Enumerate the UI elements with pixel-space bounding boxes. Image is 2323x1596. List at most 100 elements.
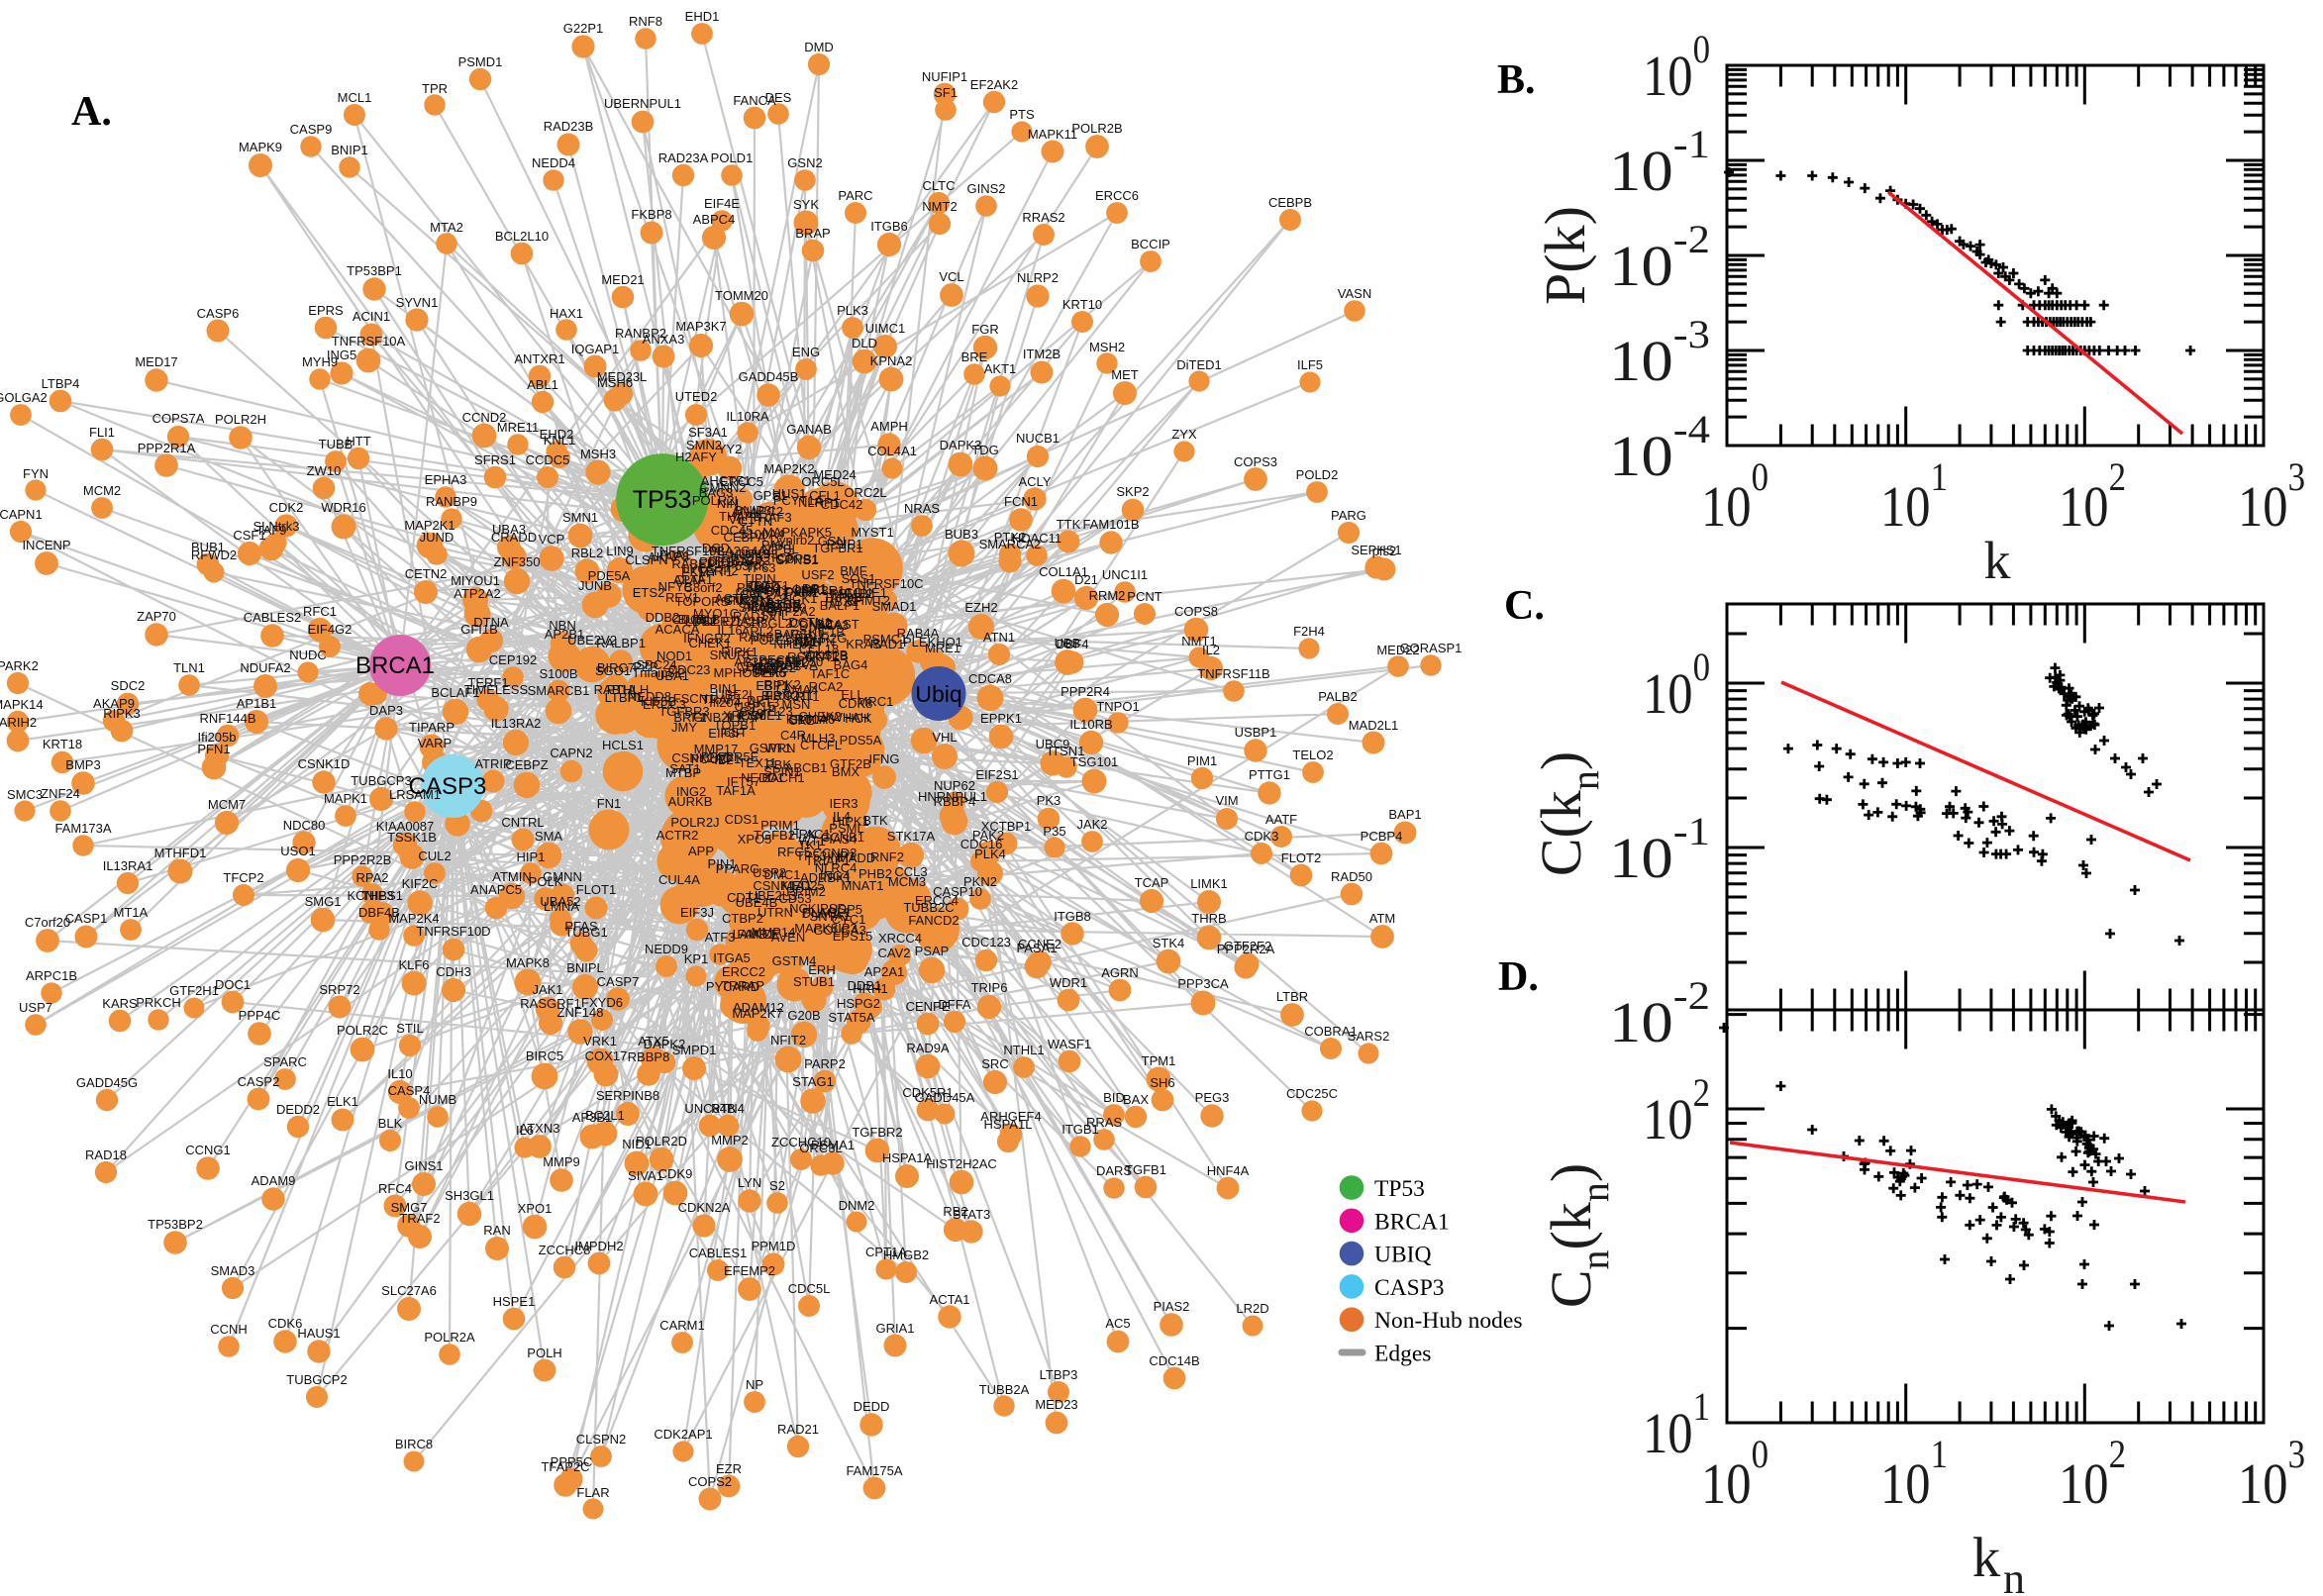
svg-text:TUBG1: TUBG1 — [564, 925, 607, 940]
svg-text:RAD50: RAD50 — [1331, 869, 1372, 884]
svg-text:MET: MET — [1111, 367, 1139, 382]
svg-text:PAK1: PAK1 — [761, 538, 793, 552]
svg-text:FN1: FN1 — [597, 796, 622, 811]
svg-text:WDR1: WDR1 — [1050, 975, 1087, 990]
svg-text:MED23L: MED23L — [597, 369, 648, 384]
svg-text:RNF2: RNF2 — [870, 849, 904, 864]
svg-text:IL6R: IL6R — [748, 599, 774, 614]
svg-text:CTTN: CTTN — [739, 514, 773, 529]
svg-text:PK3: PK3 — [1037, 793, 1061, 808]
svg-text:CDKN2A: CDKN2A — [678, 1200, 731, 1215]
svg-text:CARM1: CARM1 — [659, 1318, 705, 1333]
svg-text:TGFBR3: TGFBR3 — [658, 704, 709, 719]
svg-text:SMN2: SMN2 — [686, 438, 722, 452]
svg-text:TDG: TDG — [971, 443, 998, 457]
svg-text:PPP4C: PPP4C — [239, 1008, 281, 1023]
svg-text:POLR2H: POLR2H — [215, 412, 266, 427]
svg-text:SHMT2: SHMT2 — [847, 593, 890, 608]
svg-text:HSPA1A: HSPA1A — [882, 1150, 933, 1165]
svg-text:HTT: HTT — [346, 434, 370, 449]
svg-text:HNF4A: HNF4A — [1207, 1163, 1250, 1178]
svg-text:MED24: MED24 — [813, 467, 856, 482]
svg-text:LDB1: LDB1 — [795, 581, 828, 596]
svg-text:DFFA: DFFA — [938, 997, 971, 1012]
svg-text:ACIN1: ACIN1 — [353, 309, 390, 324]
svg-text:CDK2AP1: CDK2AP1 — [654, 1427, 712, 1442]
svg-text:SMA: SMA — [535, 829, 563, 844]
svg-text:NHEJ1: NHEJ1 — [773, 637, 814, 651]
svg-text:WDR16: WDR16 — [321, 500, 366, 515]
svg-text:PLAGL1: PLAGL1 — [802, 905, 851, 920]
svg-text:HCK: HCK — [845, 711, 872, 726]
svg-text:MYST1: MYST1 — [851, 525, 893, 540]
svg-text:TP53RK: TP53RK — [718, 558, 766, 573]
svg-text:CASP2: CASP2 — [238, 1074, 280, 1089]
svg-text:FXYD6: FXYD6 — [581, 995, 623, 1010]
svg-text:STUB1: STUB1 — [793, 974, 835, 989]
svg-text:MMP14: MMP14 — [752, 925, 796, 940]
svg-text:CEBPA: CEBPA — [723, 530, 765, 545]
svg-text:PPP2R1A: PPP2R1A — [138, 441, 196, 455]
svg-text:AGRN: AGRN — [1101, 965, 1139, 980]
svg-text:SLC25A11: SLC25A11 — [745, 655, 806, 670]
svg-text:STAT5A: STAT5A — [828, 1010, 875, 1025]
svg-text:XRCC6: XRCC6 — [723, 708, 766, 723]
svg-text:POLR2L: POLR2L — [694, 614, 744, 629]
svg-text:TP53: TP53 — [633, 486, 692, 514]
svg-text:ENG: ENG — [792, 345, 820, 359]
svg-text:FBXO11: FBXO11 — [765, 688, 814, 703]
svg-text:TEX11: TEX11 — [739, 755, 777, 770]
svg-text:DBF4B: DBF4B — [358, 905, 400, 920]
svg-text:COPS2: COPS2 — [688, 1474, 732, 1489]
svg-text:CASP10: CASP10 — [933, 884, 982, 899]
svg-text:BAP1: BAP1 — [1388, 807, 1421, 822]
svg-text:LR2D: LR2D — [1236, 1301, 1268, 1316]
svg-text:RCA2: RCA2 — [809, 679, 844, 694]
svg-text:ITGB1BP3: ITGB1BP3 — [709, 553, 770, 568]
svg-text:ITGB8: ITGB8 — [1054, 909, 1091, 924]
svg-text:ZAP70: ZAP70 — [137, 609, 176, 624]
svg-text:IL10RA: IL10RA — [726, 409, 769, 424]
svg-text:JUND: JUND — [420, 530, 454, 545]
svg-text:IFNGR2: IFNGR2 — [683, 631, 731, 646]
svg-text:RAN: RAN — [483, 1223, 510, 1238]
svg-text:ABCB1: ABCB1 — [785, 760, 828, 775]
svg-text:GADD45G: GADD45G — [76, 1075, 138, 1090]
svg-text:MTA2: MTA2 — [430, 220, 463, 235]
svg-text:TUBGCP3: TUBGCP3 — [351, 773, 411, 788]
svg-text:POLR2I: POLR2I — [692, 493, 738, 508]
svg-text:PLA2G4A: PLA2G4A — [709, 544, 766, 558]
svg-text:RFC1: RFC1 — [303, 604, 337, 619]
svg-text:CTCF: CTCF — [760, 550, 795, 565]
svg-text:ATF3: ATF3 — [705, 930, 736, 945]
svg-text:BRCA1: BRCA1 — [355, 652, 435, 679]
svg-text:BECN1: BECN1 — [758, 652, 801, 667]
svg-text:SLC27A6: SLC27A6 — [381, 1283, 437, 1298]
svg-text:RPS29: RPS29 — [721, 551, 761, 566]
svg-text:RRM2: RRM2 — [1089, 588, 1126, 603]
svg-text:HNRNPUL1: HNRNPUL1 — [918, 789, 987, 804]
svg-text:MAPKAPK5: MAPKAPK5 — [762, 525, 832, 540]
svg-text:RAD18: RAD18 — [85, 1147, 127, 1162]
svg-text:VCP: VCP — [539, 532, 565, 547]
svg-text:HSPE1: HSPE1 — [493, 1294, 536, 1309]
svg-text:SIVA1: SIVA1 — [628, 1168, 663, 1183]
svg-text:DCTN1: DCTN1 — [788, 615, 831, 630]
svg-text:ERCC6: ERCC6 — [1095, 188, 1139, 203]
svg-text:UBIQ: UBIQ — [1374, 1243, 1431, 1268]
svg-text:SEPHS1: SEPHS1 — [1351, 543, 1401, 557]
svg-text:SMARCA2: SMARCA2 — [979, 537, 1042, 551]
svg-text:Ifi205b: Ifi205b — [197, 730, 236, 745]
svg-text:KIAA0087: KIAA0087 — [376, 819, 435, 834]
svg-text:MAPK9: MAPK9 — [239, 140, 282, 154]
svg-text:TERF1: TERF1 — [467, 675, 508, 690]
svg-text:MUS81: MUS81 — [759, 596, 802, 611]
svg-text:S2: S2 — [769, 1178, 785, 1193]
svg-text:NP: NP — [746, 1377, 763, 1392]
svg-text:TNFRSF10B: TNFRSF10B — [652, 544, 725, 558]
svg-text:TERF2: TERF2 — [697, 563, 738, 578]
svg-text:COL2A1: COL2A1 — [740, 587, 789, 602]
svg-text:SVIL: SVIL — [760, 608, 788, 623]
svg-text:POLR2C: POLR2C — [337, 1023, 388, 1038]
svg-text:UNC1I1: UNC1I1 — [1102, 567, 1148, 582]
